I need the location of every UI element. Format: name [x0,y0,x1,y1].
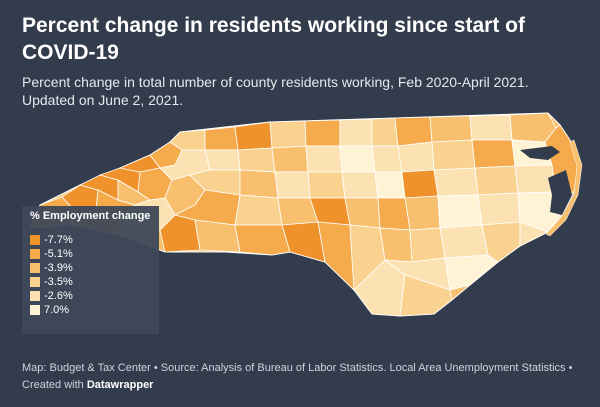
legend-swatch [30,262,40,273]
legend-swatch [30,304,40,315]
county[interactable] [401,169,439,199]
legend-label: -3.9% [44,261,73,274]
county[interactable] [433,167,479,197]
created-with-note: Created with Datawrapper [22,377,592,394]
county[interactable] [444,254,499,291]
county[interactable] [394,116,433,147]
county[interactable] [519,221,550,247]
county[interactable] [234,194,283,226]
created-with-prefix: Created with [22,379,84,391]
county[interactable] [269,120,307,149]
county[interactable] [371,145,403,173]
county[interactable] [469,114,513,141]
county[interactable] [204,126,239,151]
pamlico-sound [548,170,572,215]
datawrapper-link[interactable]: Datawrapper [86,379,154,391]
county[interactable] [274,171,311,199]
county[interactable] [371,117,399,147]
legend-label: -3.5% [44,275,73,288]
county[interactable] [379,227,413,263]
county[interactable] [374,171,406,199]
map-footer: Map: Budget & Tax Center • Source: Analy… [22,360,592,394]
county[interactable] [439,224,489,259]
county[interactable] [481,221,521,263]
county[interactable] [474,165,519,196]
county[interactable] [234,121,273,151]
legend-title: % Employment change [30,210,151,222]
legend-label: -2.6% [44,289,73,302]
county[interactable] [304,119,341,147]
source-note: Map: Budget & Tax Center • Source: Analy… [22,362,573,374]
outer-banks [545,139,583,237]
legend-swatch [30,290,40,301]
legend: % Employment change -7.7% -5.1% -3.9% -3… [22,206,159,334]
legend-swatch [30,248,40,259]
county[interactable] [341,171,379,199]
county[interactable] [344,197,381,229]
legend-item: 7.0% [30,303,69,316]
legend-item: -3.9% [30,261,73,274]
legend-label: -7.7% [44,233,73,246]
map-subtitle: Percent change in total number of county… [22,74,529,108]
county[interactable] [339,118,373,147]
county[interactable] [431,139,476,171]
legend-swatch [30,234,40,245]
county[interactable] [429,115,473,143]
county[interactable] [239,169,279,199]
county[interactable] [399,274,453,317]
county[interactable] [477,192,521,226]
county[interactable] [307,171,346,199]
county[interactable] [305,145,343,173]
county[interactable] [339,145,376,173]
county[interactable] [204,149,241,171]
county[interactable] [271,145,309,173]
legend-label: -5.1% [44,247,73,260]
legend-item: -5.1% [30,247,73,260]
legend-label: 7.0% [44,303,70,316]
county[interactable] [194,219,241,253]
county[interactable] [437,194,483,229]
county[interactable] [409,227,446,263]
county[interactable] [234,224,291,256]
county[interactable] [281,221,326,263]
county[interactable] [517,191,561,233]
legend-item: -7.7% [30,233,73,246]
albemarle-sound [520,146,560,160]
legend-item: -2.6% [30,289,73,302]
county[interactable] [237,147,276,173]
county[interactable] [404,195,441,231]
legend-item: -3.5% [30,275,73,288]
map-title: Percent change in residents working sinc… [22,14,525,64]
county[interactable] [471,139,516,169]
legend-swatch [30,276,40,287]
county[interactable] [377,197,411,231]
nc-county-map [29,112,583,317]
county[interactable] [397,141,435,173]
